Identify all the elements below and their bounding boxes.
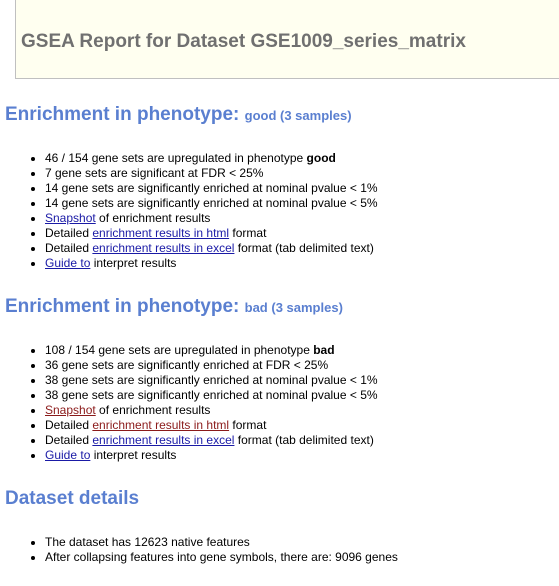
page-title: GSEA Report for Dataset GSE1009_series_m…	[21, 31, 466, 52]
item-text: format	[229, 226, 267, 240]
results-list: 46 / 154 gene sets are upregulated in ph…	[5, 151, 378, 271]
list-item: 108 / 154 gene sets are upregulated in p…	[45, 343, 378, 358]
list-item: Detailed enrichment results in html form…	[45, 226, 378, 241]
item-text: Detailed	[45, 418, 93, 432]
item-text: format (tab delimited text)	[234, 241, 374, 255]
item-text: format (tab delimited text)	[234, 433, 374, 447]
report-header: GSEA Report for Dataset GSE1009_series_m…	[15, 0, 559, 79]
list-item: Snapshot of enrichment results	[45, 211, 378, 226]
guide-link[interactable]: Guide to	[45, 256, 91, 270]
item-text: 36 gene sets are significantly enriched …	[45, 358, 329, 372]
list-item: 38 gene sets are significantly enriched …	[45, 373, 378, 388]
list-item: 14 gene sets are significantly enriched …	[45, 196, 378, 211]
section-title: Enrichment in phenotype: bad (3 samples)	[5, 296, 555, 319]
guide-link[interactable]: Guide to	[45, 448, 91, 462]
item-text: interpret results	[90, 448, 177, 462]
item-text: 38 gene sets are significantly enriched …	[45, 373, 378, 387]
phenotype-name: good	[306, 151, 336, 165]
list-item: 7 gene sets are significant at FDR < 25%	[45, 166, 378, 181]
section-title: Dataset details	[5, 488, 555, 510]
list-item: Detailed enrichment results in excel for…	[45, 241, 378, 256]
list-item: Guide to interpret results	[45, 448, 378, 463]
section-title-text: Enrichment in phenotype:	[5, 104, 240, 125]
excel-results-link[interactable]: enrichment results in excel	[92, 433, 235, 447]
item-text: Detailed	[45, 226, 93, 240]
item-text: 46 / 154 gene sets are upregulated in ph…	[45, 151, 307, 165]
html-results-link[interactable]: enrichment results in html	[92, 226, 230, 240]
snapshot-link[interactable]: Snapshot	[45, 403, 96, 417]
list-item: The dataset has 12623 native features	[45, 535, 398, 550]
list-item: After collapsing features into gene symb…	[45, 550, 398, 565]
list-item: Guide to interpret results	[45, 256, 378, 271]
list-item: 38 gene sets are significantly enriched …	[45, 388, 378, 403]
item-text: format	[229, 418, 267, 432]
item-text: 7 gene sets are significant at FDR < 25%	[45, 166, 264, 180]
phenotype-name: bad	[313, 343, 335, 357]
details-list: The dataset has 12623 native features Af…	[5, 535, 398, 565]
section-title-text: Enrichment in phenotype:	[5, 296, 240, 317]
section-subtitle: good (3 samples)	[244, 108, 352, 123]
section-phenotype-good: Enrichment in phenotype: good (3 samples…	[5, 104, 555, 270]
item-text: of enrichment results	[95, 403, 211, 417]
item-text: 14 gene sets are significantly enriched …	[45, 196, 378, 210]
item-text: Detailed	[45, 433, 93, 447]
item-text: After collapsing features into gene symb…	[45, 550, 398, 564]
section-dataset-details: Dataset details The dataset has 12623 na…	[5, 488, 555, 564]
list-item: Snapshot of enrichment results	[45, 403, 378, 418]
excel-results-link[interactable]: enrichment results in excel	[92, 241, 235, 255]
section-title: Enrichment in phenotype: good (3 samples…	[5, 104, 555, 127]
list-item: Detailed enrichment results in html form…	[45, 418, 378, 433]
html-results-link[interactable]: enrichment results in html	[92, 418, 230, 432]
item-text: 108 / 154 gene sets are upregulated in p…	[45, 343, 314, 357]
list-item: 14 gene sets are significantly enriched …	[45, 181, 378, 196]
section-phenotype-bad: Enrichment in phenotype: bad (3 samples)…	[5, 296, 555, 462]
item-text: Detailed	[45, 241, 93, 255]
section-subtitle: bad (3 samples)	[244, 300, 343, 315]
snapshot-link[interactable]: Snapshot	[45, 211, 96, 225]
item-text: 38 gene sets are significantly enriched …	[45, 388, 378, 402]
results-list: 108 / 154 gene sets are upregulated in p…	[5, 343, 378, 463]
section-title-text: Dataset details	[5, 488, 140, 509]
list-item: 46 / 154 gene sets are upregulated in ph…	[45, 151, 378, 166]
item-text: of enrichment results	[95, 211, 211, 225]
item-text: 14 gene sets are significantly enriched …	[45, 181, 378, 195]
item-text: interpret results	[90, 256, 177, 270]
item-text: The dataset has 12623 native features	[45, 535, 250, 549]
list-item: Detailed enrichment results in excel for…	[45, 433, 378, 448]
list-item: 36 gene sets are significantly enriched …	[45, 358, 378, 373]
